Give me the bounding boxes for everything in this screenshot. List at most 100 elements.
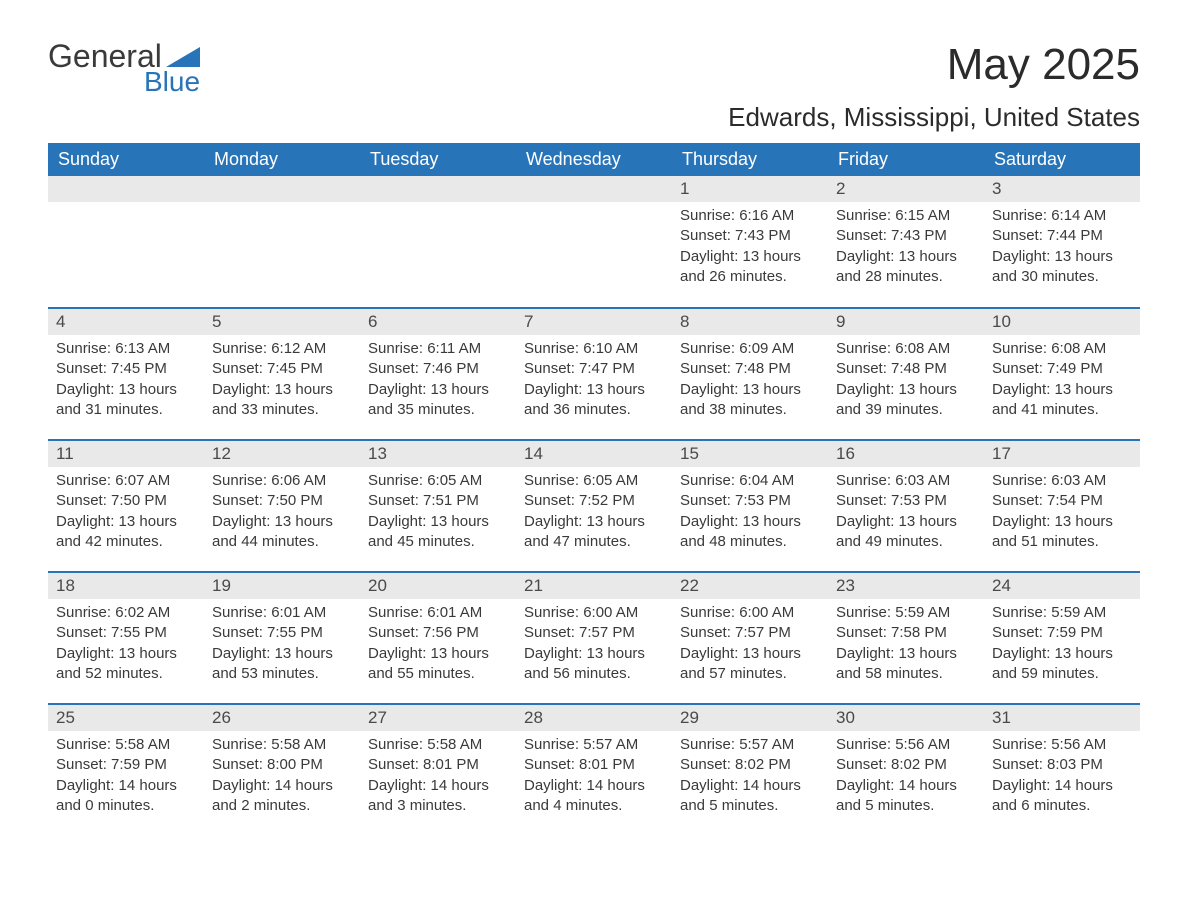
sunset-line: Sunset: 8:01 PM — [368, 755, 508, 775]
location-subtitle: Edwards, Mississippi, United States — [48, 102, 1140, 133]
calendar-cell — [48, 176, 204, 308]
daylight-line: Daylight: 14 hours and 6 minutes. — [992, 776, 1132, 817]
sunrise-line: Sunrise: 6:05 AM — [368, 471, 508, 491]
calendar-cell: 7Sunrise: 6:10 AMSunset: 7:47 PMDaylight… — [516, 308, 672, 440]
calendar-cell: 21Sunrise: 6:00 AMSunset: 7:57 PMDayligh… — [516, 572, 672, 704]
calendar-cell: 1Sunrise: 6:16 AMSunset: 7:43 PMDaylight… — [672, 176, 828, 308]
sunrise-line: Sunrise: 6:00 AM — [524, 603, 664, 623]
sunset-line: Sunset: 8:00 PM — [212, 755, 352, 775]
sunrise-line: Sunrise: 6:15 AM — [836, 206, 976, 226]
day-number: 17 — [984, 441, 1140, 467]
calendar-cell: 12Sunrise: 6:06 AMSunset: 7:50 PMDayligh… — [204, 440, 360, 572]
day-content: Sunrise: 5:58 AMSunset: 7:59 PMDaylight:… — [48, 731, 204, 824]
sunset-line: Sunset: 7:53 PM — [836, 491, 976, 511]
day-number: 12 — [204, 441, 360, 467]
day-number: 31 — [984, 705, 1140, 731]
daylight-line: Daylight: 13 hours and 53 minutes. — [212, 644, 352, 685]
calendar-cell: 28Sunrise: 5:57 AMSunset: 8:01 PMDayligh… — [516, 704, 672, 836]
day-number: 25 — [48, 705, 204, 731]
daylight-line: Daylight: 14 hours and 5 minutes. — [680, 776, 820, 817]
sunset-line: Sunset: 7:50 PM — [212, 491, 352, 511]
daylight-line: Daylight: 13 hours and 47 minutes. — [524, 512, 664, 553]
daylight-line: Daylight: 13 hours and 39 minutes. — [836, 380, 976, 421]
sunset-line: Sunset: 7:44 PM — [992, 226, 1132, 246]
day-content: Sunrise: 6:09 AMSunset: 7:48 PMDaylight:… — [672, 335, 828, 428]
sunset-line: Sunset: 7:47 PM — [524, 359, 664, 379]
calendar-cell: 4Sunrise: 6:13 AMSunset: 7:45 PMDaylight… — [48, 308, 204, 440]
daylight-line: Daylight: 13 hours and 57 minutes. — [680, 644, 820, 685]
daylight-line: Daylight: 13 hours and 31 minutes. — [56, 380, 196, 421]
sunset-line: Sunset: 7:49 PM — [992, 359, 1132, 379]
sunrise-line: Sunrise: 6:14 AM — [992, 206, 1132, 226]
sunset-line: Sunset: 7:54 PM — [992, 491, 1132, 511]
sunset-line: Sunset: 7:52 PM — [524, 491, 664, 511]
sunset-line: Sunset: 7:50 PM — [56, 491, 196, 511]
sunrise-line: Sunrise: 5:57 AM — [524, 735, 664, 755]
empty-day-number — [516, 176, 672, 202]
day-content: Sunrise: 6:08 AMSunset: 7:49 PMDaylight:… — [984, 335, 1140, 428]
calendar-cell: 10Sunrise: 6:08 AMSunset: 7:49 PMDayligh… — [984, 308, 1140, 440]
weekday-header: Saturday — [984, 143, 1140, 176]
sunset-line: Sunset: 7:51 PM — [368, 491, 508, 511]
empty-day-number — [48, 176, 204, 202]
sunset-line: Sunset: 7:55 PM — [212, 623, 352, 643]
weekday-header: Tuesday — [360, 143, 516, 176]
sunrise-line: Sunrise: 6:16 AM — [680, 206, 820, 226]
daylight-line: Daylight: 13 hours and 51 minutes. — [992, 512, 1132, 553]
daylight-line: Daylight: 13 hours and 48 minutes. — [680, 512, 820, 553]
day-number: 23 — [828, 573, 984, 599]
day-content: Sunrise: 6:14 AMSunset: 7:44 PMDaylight:… — [984, 202, 1140, 295]
day-content: Sunrise: 6:05 AMSunset: 7:52 PMDaylight:… — [516, 467, 672, 560]
weekday-header: Sunday — [48, 143, 204, 176]
sunset-line: Sunset: 7:45 PM — [56, 359, 196, 379]
calendar-row: 1Sunrise: 6:16 AMSunset: 7:43 PMDaylight… — [48, 176, 1140, 308]
day-number: 30 — [828, 705, 984, 731]
calendar-cell: 29Sunrise: 5:57 AMSunset: 8:02 PMDayligh… — [672, 704, 828, 836]
daylight-line: Daylight: 14 hours and 0 minutes. — [56, 776, 196, 817]
sunset-line: Sunset: 7:57 PM — [524, 623, 664, 643]
day-content: Sunrise: 6:08 AMSunset: 7:48 PMDaylight:… — [828, 335, 984, 428]
sunset-line: Sunset: 7:46 PM — [368, 359, 508, 379]
day-content: Sunrise: 6:10 AMSunset: 7:47 PMDaylight:… — [516, 335, 672, 428]
day-content: Sunrise: 5:59 AMSunset: 7:59 PMDaylight:… — [984, 599, 1140, 692]
calendar-cell: 15Sunrise: 6:04 AMSunset: 7:53 PMDayligh… — [672, 440, 828, 572]
day-content: Sunrise: 6:05 AMSunset: 7:51 PMDaylight:… — [360, 467, 516, 560]
sunset-line: Sunset: 7:57 PM — [680, 623, 820, 643]
calendar-cell: 24Sunrise: 5:59 AMSunset: 7:59 PMDayligh… — [984, 572, 1140, 704]
day-content: Sunrise: 6:00 AMSunset: 7:57 PMDaylight:… — [516, 599, 672, 692]
page-title: May 2025 — [947, 40, 1140, 90]
sunrise-line: Sunrise: 6:00 AM — [680, 603, 820, 623]
day-number: 18 — [48, 573, 204, 599]
day-number: 27 — [360, 705, 516, 731]
daylight-line: Daylight: 13 hours and 49 minutes. — [836, 512, 976, 553]
day-content: Sunrise: 6:03 AMSunset: 7:54 PMDaylight:… — [984, 467, 1140, 560]
day-content: Sunrise: 5:58 AMSunset: 8:01 PMDaylight:… — [360, 731, 516, 824]
day-content: Sunrise: 6:02 AMSunset: 7:55 PMDaylight:… — [48, 599, 204, 692]
daylight-line: Daylight: 13 hours and 41 minutes. — [992, 380, 1132, 421]
sunrise-line: Sunrise: 6:10 AM — [524, 339, 664, 359]
calendar-cell — [204, 176, 360, 308]
day-number: 16 — [828, 441, 984, 467]
day-number: 3 — [984, 176, 1140, 202]
day-content: Sunrise: 6:13 AMSunset: 7:45 PMDaylight:… — [48, 335, 204, 428]
day-number: 24 — [984, 573, 1140, 599]
day-number: 15 — [672, 441, 828, 467]
sunrise-line: Sunrise: 6:02 AM — [56, 603, 196, 623]
weekday-header: Wednesday — [516, 143, 672, 176]
daylight-line: Daylight: 13 hours and 52 minutes. — [56, 644, 196, 685]
sunrise-line: Sunrise: 6:05 AM — [524, 471, 664, 491]
sunset-line: Sunset: 7:55 PM — [56, 623, 196, 643]
day-number: 14 — [516, 441, 672, 467]
day-number: 1 — [672, 176, 828, 202]
daylight-line: Daylight: 13 hours and 26 minutes. — [680, 247, 820, 288]
sunrise-line: Sunrise: 6:09 AM — [680, 339, 820, 359]
daylight-line: Daylight: 13 hours and 28 minutes. — [836, 247, 976, 288]
sunrise-line: Sunrise: 6:01 AM — [368, 603, 508, 623]
day-number: 10 — [984, 309, 1140, 335]
calendar-table: Sunday Monday Tuesday Wednesday Thursday… — [48, 143, 1140, 836]
calendar-cell: 6Sunrise: 6:11 AMSunset: 7:46 PMDaylight… — [360, 308, 516, 440]
calendar-cell: 31Sunrise: 5:56 AMSunset: 8:03 PMDayligh… — [984, 704, 1140, 836]
calendar-cell: 22Sunrise: 6:00 AMSunset: 7:57 PMDayligh… — [672, 572, 828, 704]
sunrise-line: Sunrise: 6:11 AM — [368, 339, 508, 359]
sunset-line: Sunset: 7:53 PM — [680, 491, 820, 511]
